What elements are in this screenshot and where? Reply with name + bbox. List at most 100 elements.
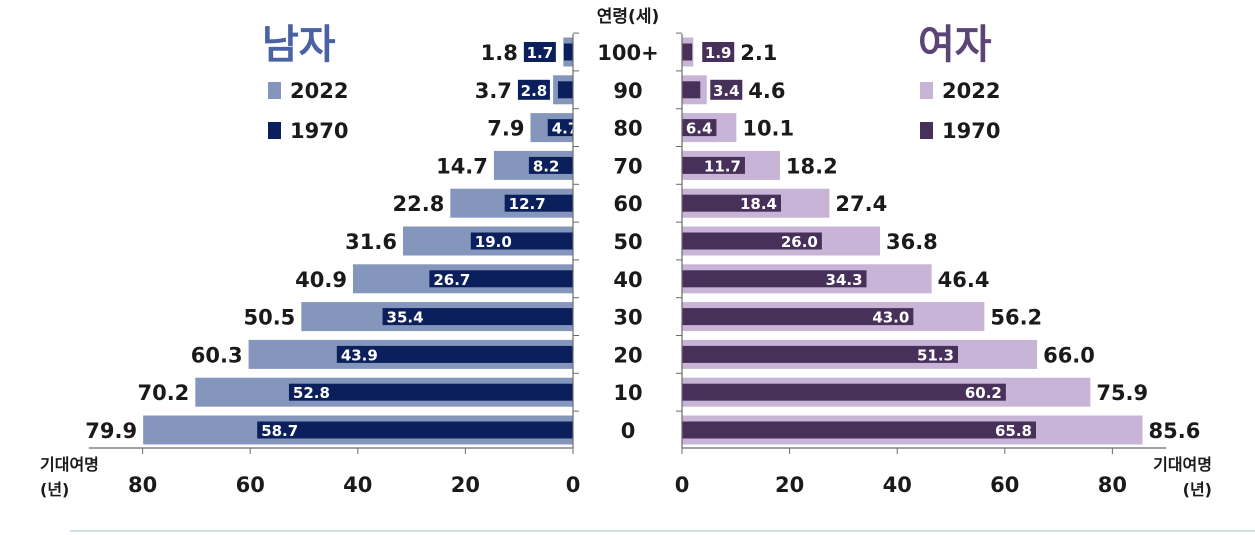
female-bar-1970: [682, 81, 701, 99]
female-bar-1970: [682, 270, 867, 288]
female-value-2022: 46.4: [938, 268, 990, 292]
male-value-1970: 12.7: [509, 195, 546, 213]
female-bar-1970: [682, 194, 781, 212]
female-value-axis-title-line1: 기대여명: [1153, 455, 1212, 474]
female-value-1970: 1.9: [705, 44, 732, 62]
male-legend-swatch-2022: [268, 82, 281, 99]
male-legend-label-1970: 1970: [290, 119, 348, 143]
age-label: 90: [613, 79, 642, 103]
female-value-axis-title-line2: (년): [1183, 480, 1212, 499]
male-value-1970: 35.4: [387, 309, 424, 327]
male-value-1970: 52.8: [293, 384, 330, 402]
female-bar-1970: [682, 383, 1006, 401]
female-label-box-1970: [702, 42, 735, 62]
female-x-tick-label: 40: [883, 473, 912, 497]
male-x-tick-label: 80: [128, 473, 157, 497]
age-label: 0: [621, 419, 636, 443]
female-value-2022: 27.4: [835, 192, 887, 216]
female-legend-swatch-1970: [920, 122, 933, 139]
female-bar-1970: [682, 308, 914, 326]
male-label-box-1970: [517, 79, 550, 100]
bottom-divider: [70, 530, 1255, 532]
female-value-2022: 4.6: [748, 79, 785, 103]
male-value-1970: 4.7: [552, 120, 579, 138]
male-value-1970: 19.0: [475, 233, 512, 251]
male-x-tick-label: 60: [236, 473, 265, 497]
female-bar-1970: [682, 421, 1037, 439]
female-value-1970: 34.3: [826, 271, 863, 289]
female-value-1970: 18.4: [740, 195, 777, 213]
male-value-2022: 40.9: [295, 268, 347, 292]
male-bar-1970: [336, 345, 573, 363]
male-bar-1970: [563, 43, 573, 61]
male-value-1970: 43.9: [341, 346, 378, 364]
female-value-1970: 43.0: [872, 309, 909, 327]
female-value-2022: 10.1: [742, 117, 794, 141]
age-label: 100+: [597, 41, 658, 65]
female-x-tick-label: 80: [1098, 473, 1127, 497]
male-bar-1970: [504, 194, 573, 212]
female-value-2022: 18.2: [786, 154, 838, 178]
male-bar-1970: [557, 81, 573, 99]
female-panel-title: 여자: [918, 22, 992, 68]
age-label: 50: [613, 230, 642, 254]
female-value-2022: 36.8: [886, 230, 938, 254]
male-value-2022: 3.7: [475, 79, 512, 103]
male-value-2022: 50.5: [243, 306, 295, 330]
female-bar-1970: [682, 345, 958, 363]
male-legend-swatch-1970: [268, 122, 281, 139]
female-value-1970: 51.3: [917, 346, 954, 364]
age-label: 20: [613, 343, 642, 367]
female-value-2022: 56.2: [990, 306, 1042, 330]
female-label-box-1970: [710, 79, 743, 100]
male-value-axis-title-line1: 기대여명: [40, 455, 99, 474]
age-label: 40: [613, 268, 642, 292]
female-bar-1970: [682, 119, 717, 137]
female-legend-swatch-2022: [920, 82, 933, 99]
male-x-tick-label: 40: [343, 473, 372, 497]
male-value-2022: 14.7: [436, 154, 488, 178]
female-bar-1970: [682, 43, 693, 61]
male-value-axis-title-line2: (년): [40, 480, 69, 499]
male-value-2022: 22.8: [393, 192, 445, 216]
male-value-1970: 2.8: [521, 82, 548, 100]
age-label: 30: [613, 306, 642, 330]
female-value-1970: 65.8: [995, 422, 1032, 440]
female-value-2022: 2.1: [740, 41, 777, 65]
age-label: 10: [613, 381, 642, 405]
male-value-1970: 58.7: [261, 422, 298, 440]
female-x-tick-label: 20: [775, 473, 804, 497]
female-value-2022: 66.0: [1043, 343, 1095, 367]
female-value-1970: 3.4: [713, 82, 740, 100]
male-label-box-1970: [523, 42, 556, 62]
age-label: 70: [613, 154, 642, 178]
female-value-2022: 85.6: [1149, 419, 1201, 443]
male-value-1970: 26.7: [433, 271, 470, 289]
male-panel-title: 남자: [262, 22, 336, 68]
male-value-2022: 7.9: [487, 117, 524, 141]
female-value-1970: 11.7: [704, 157, 741, 175]
male-value-2022: 79.9: [85, 419, 137, 443]
male-x-tick-label: 20: [451, 473, 480, 497]
age-axis-title: 연령(세): [597, 6, 659, 27]
age-label: 80: [613, 117, 642, 141]
male-bar-1970: [257, 421, 573, 439]
female-legend-label-1970: 1970: [942, 119, 1000, 143]
male-bar-1970: [470, 232, 573, 250]
female-x-tick-label: 60: [990, 473, 1019, 497]
female-value-2022: 75.9: [1096, 381, 1148, 405]
male-value-2022: 31.6: [345, 230, 397, 254]
male-x-tick-label: 0: [566, 473, 581, 497]
male-legend-label-2022: 2022: [290, 79, 348, 103]
female-value-1970: 60.2: [965, 384, 1002, 402]
male-bar-1970: [382, 308, 573, 326]
female-value-1970: 6.4: [686, 120, 713, 138]
male-bar-1970: [528, 156, 573, 174]
male-value-1970: 8.2: [533, 157, 560, 175]
female-x-tick-label: 0: [675, 473, 690, 497]
male-bar-1970: [429, 270, 573, 288]
male-value-2022: 60.3: [191, 343, 243, 367]
male-bar-1970: [547, 119, 573, 137]
male-value-2022: 1.8: [481, 41, 518, 65]
